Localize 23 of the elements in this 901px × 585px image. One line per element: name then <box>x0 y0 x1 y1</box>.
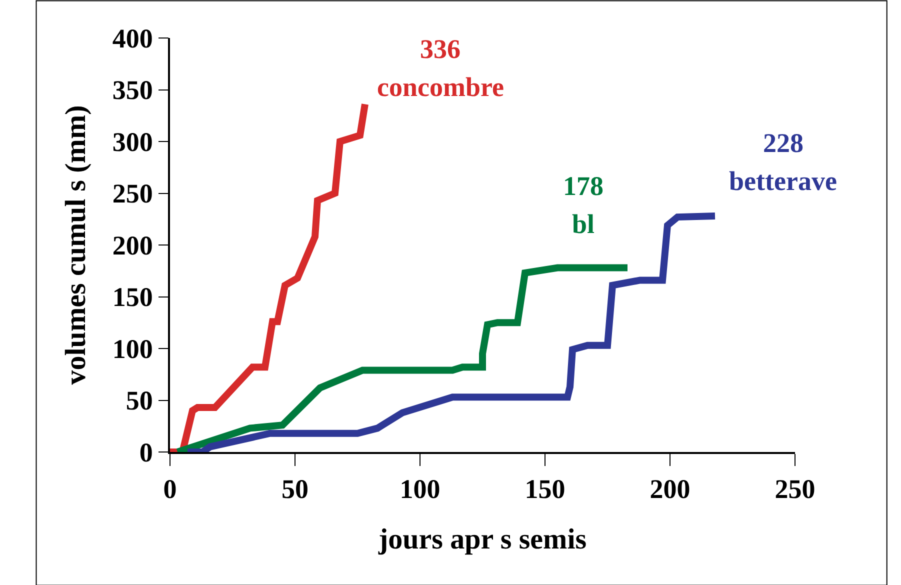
y-tick-label: 400 <box>112 23 153 54</box>
y-tick-label: 100 <box>112 334 153 364</box>
x-tick-label: 200 <box>650 474 690 504</box>
x-axis-title: jours apr s semis <box>377 523 587 556</box>
y-tick-label: 50 <box>126 386 153 416</box>
annotation: 228 <box>763 128 804 158</box>
y-tick-label: 350 <box>112 75 153 106</box>
x-tick-label: 0 <box>163 474 177 504</box>
y-tick-label: 300 <box>112 126 153 157</box>
series-label: bl <box>572 209 596 239</box>
x-tick-label: 100 <box>400 474 440 504</box>
y-tick-label: 0 <box>139 437 153 468</box>
series-label: concombre <box>377 72 504 102</box>
series-label: betterave <box>729 166 837 196</box>
y-tick-label: 200 <box>112 230 153 260</box>
x-tick-label: 250 <box>774 474 816 504</box>
annotation: 336 <box>420 34 460 64</box>
annotation: 178 <box>563 171 604 201</box>
y-tick-label: 150 <box>112 282 153 312</box>
y-tick-label: 250 <box>112 178 153 209</box>
x-tick-label: 150 <box>524 474 566 504</box>
y-axis-title: volumes cumul s (mm) <box>60 105 92 385</box>
x-tick-label: 50 <box>282 474 308 504</box>
